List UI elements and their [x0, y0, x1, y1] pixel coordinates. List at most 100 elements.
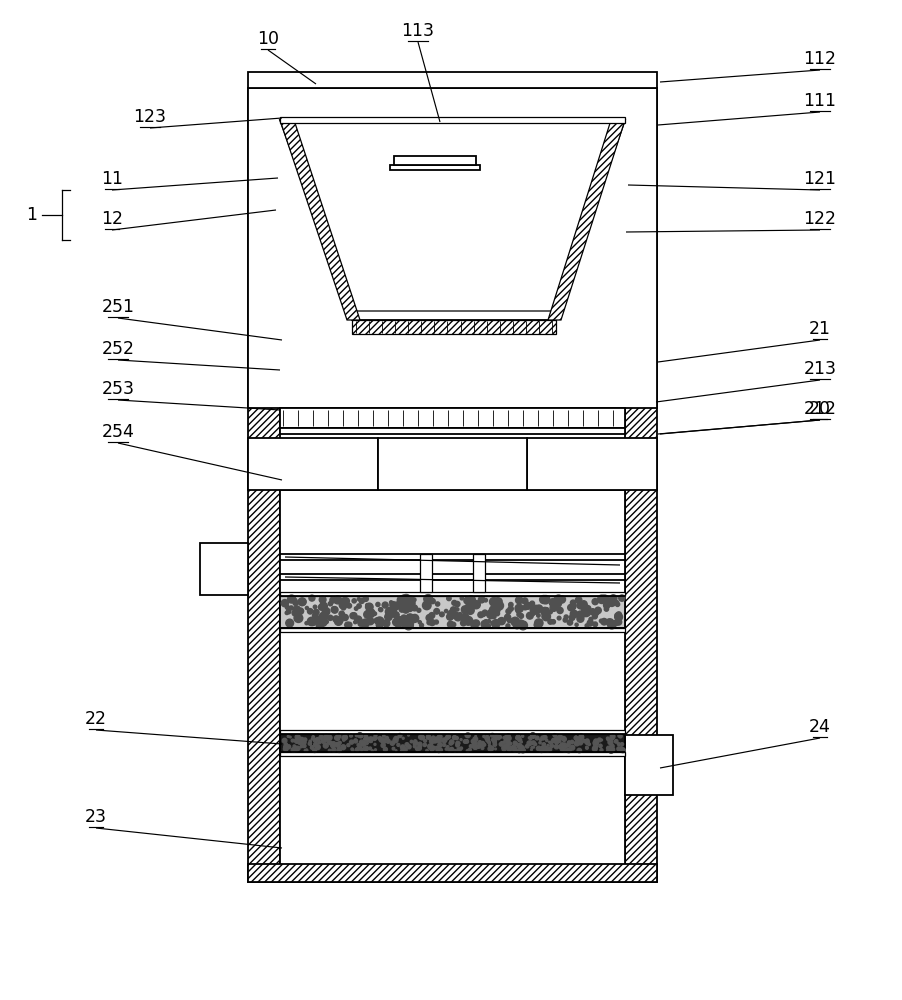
- Circle shape: [479, 744, 483, 747]
- Circle shape: [437, 748, 441, 753]
- Circle shape: [313, 749, 317, 753]
- Circle shape: [411, 605, 418, 611]
- Circle shape: [299, 598, 306, 606]
- Circle shape: [397, 601, 400, 605]
- Circle shape: [493, 741, 496, 744]
- Circle shape: [524, 606, 528, 609]
- Circle shape: [325, 735, 328, 738]
- Circle shape: [464, 740, 467, 743]
- Circle shape: [610, 744, 614, 748]
- Circle shape: [547, 749, 549, 752]
- Circle shape: [578, 740, 582, 743]
- Circle shape: [564, 743, 566, 745]
- Circle shape: [432, 746, 436, 750]
- Circle shape: [515, 604, 523, 613]
- Circle shape: [448, 748, 451, 752]
- Circle shape: [621, 748, 625, 753]
- Circle shape: [583, 740, 585, 742]
- Circle shape: [520, 748, 525, 753]
- Circle shape: [423, 743, 427, 747]
- Circle shape: [390, 602, 397, 609]
- Circle shape: [285, 611, 289, 615]
- Circle shape: [320, 736, 323, 739]
- Circle shape: [350, 734, 353, 737]
- Circle shape: [391, 741, 394, 745]
- Circle shape: [464, 597, 471, 604]
- Circle shape: [332, 748, 336, 752]
- Bar: [280, 752, 625, 756]
- Circle shape: [419, 735, 423, 739]
- Circle shape: [364, 746, 369, 751]
- Circle shape: [559, 744, 562, 747]
- Circle shape: [286, 619, 293, 627]
- Circle shape: [324, 734, 328, 739]
- Polygon shape: [548, 120, 625, 320]
- Circle shape: [465, 734, 468, 737]
- Circle shape: [402, 594, 410, 603]
- Circle shape: [391, 603, 398, 611]
- Circle shape: [446, 736, 448, 740]
- Circle shape: [376, 602, 380, 607]
- Circle shape: [282, 738, 287, 743]
- Circle shape: [494, 601, 503, 610]
- Circle shape: [558, 596, 566, 603]
- Circle shape: [570, 740, 574, 744]
- Bar: [527, 438, 657, 490]
- Circle shape: [400, 619, 409, 627]
- Circle shape: [473, 741, 477, 746]
- Circle shape: [400, 615, 407, 621]
- Circle shape: [320, 602, 327, 610]
- Circle shape: [305, 622, 308, 625]
- Circle shape: [343, 598, 349, 604]
- Circle shape: [541, 736, 545, 740]
- Circle shape: [331, 742, 336, 746]
- Circle shape: [516, 597, 523, 604]
- Circle shape: [508, 606, 513, 611]
- Circle shape: [433, 740, 437, 743]
- Circle shape: [601, 739, 603, 741]
- Circle shape: [437, 735, 442, 739]
- Circle shape: [600, 744, 602, 746]
- Circle shape: [488, 742, 491, 744]
- Circle shape: [288, 595, 296, 603]
- Circle shape: [437, 750, 438, 752]
- Circle shape: [300, 740, 306, 745]
- Circle shape: [285, 605, 290, 609]
- Circle shape: [506, 746, 511, 751]
- Circle shape: [328, 741, 333, 745]
- Circle shape: [385, 613, 392, 621]
- Circle shape: [439, 612, 444, 617]
- Circle shape: [364, 611, 372, 618]
- Circle shape: [364, 619, 368, 624]
- Circle shape: [365, 735, 367, 738]
- Circle shape: [575, 741, 579, 746]
- Bar: [248, 864, 657, 882]
- Circle shape: [562, 737, 566, 741]
- Circle shape: [483, 744, 484, 746]
- Circle shape: [347, 603, 352, 608]
- Circle shape: [516, 737, 519, 739]
- Circle shape: [465, 740, 468, 743]
- Circle shape: [535, 619, 543, 627]
- Circle shape: [369, 747, 372, 750]
- Circle shape: [434, 608, 439, 614]
- Circle shape: [318, 617, 323, 622]
- Circle shape: [484, 620, 488, 624]
- Circle shape: [491, 733, 494, 737]
- Circle shape: [546, 747, 550, 751]
- Circle shape: [446, 596, 451, 601]
- Circle shape: [382, 735, 385, 737]
- Circle shape: [392, 747, 395, 750]
- Text: 111: 111: [804, 92, 836, 110]
- Circle shape: [618, 735, 620, 737]
- Circle shape: [385, 736, 389, 740]
- Circle shape: [470, 601, 476, 607]
- Text: 113: 113: [401, 22, 435, 40]
- Circle shape: [451, 749, 453, 751]
- Circle shape: [364, 735, 366, 737]
- Circle shape: [374, 618, 380, 624]
- Circle shape: [606, 737, 609, 740]
- Circle shape: [529, 737, 530, 739]
- Circle shape: [319, 618, 327, 626]
- Circle shape: [314, 742, 318, 747]
